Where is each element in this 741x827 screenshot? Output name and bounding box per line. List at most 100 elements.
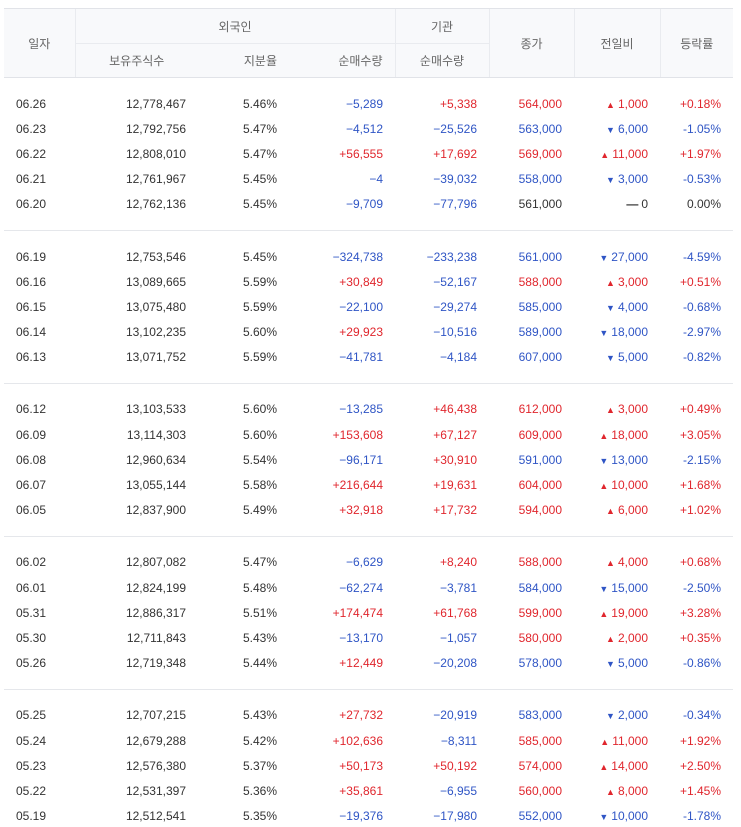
change-value: 11,000: [612, 146, 648, 161]
ratio-cell: 5.46%: [242, 96, 277, 111]
holdings-cell: 13,071,752: [125, 350, 186, 365]
up-triangle-icon: ▲: [606, 633, 615, 644]
table-header: 일자 외국인 기관 종가 전일비 등락률 보유주식수 지분율 순매수량 순매수량: [4, 8, 733, 78]
close-price-cell: 569,000: [518, 146, 562, 161]
table-row: 05.24 12,679,288 5.42% +102,636 −8,311 585,00…: [4, 728, 733, 753]
institution-net-cell: −52,167: [433, 274, 477, 289]
group-spacer: [4, 217, 733, 231]
date-cell: 05.25: [16, 708, 47, 723]
foreign-net-cell: −6,629: [345, 555, 383, 570]
holdings-cell: 12,837,900: [125, 503, 186, 518]
table-row: 05.31 12,886,317 5.51% +174,474 +61,768 599,0…: [4, 600, 733, 625]
up-triangle-icon: ▲: [599, 761, 609, 772]
rate-cell: +2.50%: [679, 758, 721, 773]
ratio-cell: 5.43%: [242, 708, 277, 723]
change-value: 4,000: [617, 555, 648, 570]
foreign-net-cell: −19,376: [339, 809, 383, 824]
rate-cell: +1.97%: [679, 146, 721, 161]
change-value: 13,000: [611, 452, 648, 467]
close-price-cell: 560,000: [518, 783, 562, 798]
header-net-foreign: 순매수량: [289, 43, 395, 78]
table-row: 06.09 13,114,303 5.60% +153,608 +67,127 609,0…: [4, 422, 733, 447]
holdings-cell: 13,075,480: [125, 299, 186, 314]
institution-net-cell: −77,796: [433, 197, 477, 212]
holdings-cell: 12,531,397: [125, 783, 186, 798]
close-price-cell: 612,000: [518, 402, 562, 417]
rate-cell: +1.92%: [679, 733, 721, 748]
rate-cell: -0.34%: [682, 708, 721, 723]
date-cell: 05.22: [16, 783, 47, 798]
ratio-cell: 5.48%: [242, 580, 277, 595]
foreign-net-cell: −13,170: [339, 630, 383, 645]
foreign-net-cell: +32,918: [339, 503, 383, 518]
header-institution-group: 기관: [394, 8, 489, 44]
group-spacer: [4, 690, 733, 703]
ratio-cell: 5.49%: [242, 503, 277, 518]
date-cell: 06.20: [16, 197, 47, 212]
investor-trading-table: 일자 외국인 기관 종가 전일비 등락률 보유주식수 지분율 순매수량 순매수량…: [4, 8, 733, 827]
table-row: 06.20 12,762,136 5.45% −9,709 −77,796 561,000…: [4, 192, 733, 217]
foreign-net-cell: −5,289: [345, 96, 383, 111]
date-cell: 06.05: [16, 503, 47, 518]
holdings-cell: 12,576,380: [125, 758, 186, 773]
rate-cell: +3.28%: [679, 605, 721, 620]
rate-cell: +0.35%: [679, 630, 721, 645]
date-cell: 06.08: [16, 452, 47, 467]
up-triangle-icon: ▲: [606, 405, 615, 416]
ratio-cell: 5.60%: [242, 325, 277, 340]
rate-cell: +0.49%: [679, 402, 721, 417]
holdings-cell: 12,711,843: [126, 630, 186, 645]
holdings-cell: 13,114,303: [126, 427, 186, 442]
holdings-cell: 12,778,467: [125, 96, 186, 111]
institution-net-cell: +17,732: [433, 503, 477, 518]
foreign-net-cell: +35,861: [339, 783, 383, 798]
holdings-cell: 12,753,546: [125, 249, 186, 264]
down-triangle-icon: ▼: [606, 124, 615, 135]
flat-dash-icon: —: [626, 197, 639, 212]
up-triangle-icon: ▲: [599, 481, 609, 492]
header-change: 전일비: [573, 8, 660, 78]
ratio-cell: 5.45%: [242, 249, 277, 264]
group-spacer: [4, 384, 733, 397]
close-price-cell: 558,000: [518, 172, 562, 187]
foreign-net-cell: −62,274: [339, 580, 383, 595]
institution-net-cell: +5,338: [439, 96, 477, 111]
foreign-net-cell: +102,636: [332, 733, 383, 748]
table-row: 05.30 12,711,843 5.43% −13,170 −1,057 580,000…: [4, 625, 733, 650]
ratio-cell: 5.59%: [242, 350, 277, 365]
header-close: 종가: [488, 8, 574, 78]
table-row: 06.12 13,103,533 5.60% −13,285 +46,438 612,00…: [4, 397, 733, 422]
close-price-cell: 594,000: [518, 503, 562, 518]
rate-cell: +0.18%: [679, 96, 721, 111]
holdings-cell: 12,960,634: [125, 452, 186, 467]
foreign-net-cell: +56,555: [339, 146, 383, 161]
institution-net-cell: −25,526: [433, 121, 477, 136]
down-triangle-icon: ▼: [599, 328, 609, 339]
table-row: 06.07 13,055,144 5.58% +216,644 +19,631 604,0…: [4, 472, 733, 497]
change-value: 2,000: [617, 630, 648, 645]
ratio-cell: 5.42%: [242, 733, 277, 748]
date-cell: 06.01: [16, 580, 47, 595]
table-row: 06.23 12,792,756 5.47% −4,512 −25,526 563,000…: [4, 116, 733, 141]
header-net-institution: 순매수량: [394, 43, 489, 78]
down-triangle-icon: ▼: [606, 302, 615, 313]
foreign-net-cell: +12,449: [339, 656, 383, 671]
table-row: 06.19 12,753,546 5.45% −324,738 −233,238 561,…: [4, 244, 733, 269]
date-cell: 06.21: [16, 172, 47, 187]
holdings-cell: 12,824,199: [125, 580, 186, 595]
rate-cell: -1.05%: [682, 121, 721, 136]
rate-cell: +0.68%: [679, 555, 721, 570]
table-body: 06.26 12,778,467 5.46% −5,289 +5,338 564,000 ▲…: [4, 78, 733, 827]
institution-net-cell: +50,192: [433, 758, 477, 773]
rate-cell: +1.68%: [679, 478, 721, 493]
rate-cell: 0.00%: [686, 197, 721, 212]
up-triangle-icon: ▲: [606, 786, 615, 797]
date-cell: 06.15: [16, 299, 47, 314]
close-price-cell: 563,000: [518, 121, 562, 136]
institution-net-cell: −17,980: [433, 809, 477, 824]
change-cell: ▼ 27,000: [574, 244, 660, 269]
table-row: 06.05 12,837,900 5.49% +32,918 +17,732 594,00…: [4, 498, 733, 523]
holdings-cell: 12,886,317: [125, 605, 186, 620]
up-triangle-icon: ▲: [600, 736, 610, 747]
ratio-cell: 5.36%: [242, 783, 277, 798]
